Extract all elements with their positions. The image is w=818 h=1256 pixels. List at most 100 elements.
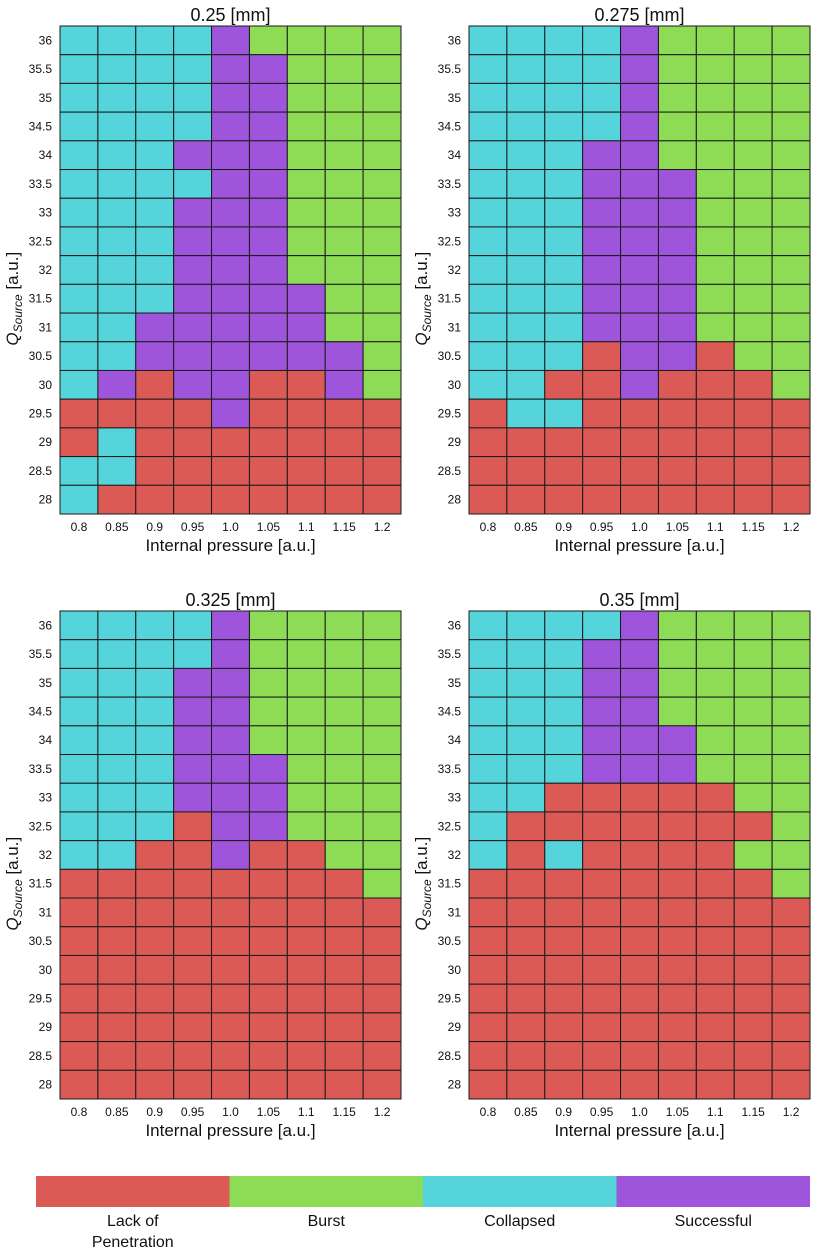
y-axis-label-subscript: Source bbox=[11, 879, 25, 917]
heatmap-cell bbox=[211, 811, 250, 842]
heatmap-cell bbox=[286, 54, 326, 84]
heatmap-cell bbox=[695, 610, 735, 641]
y-tick-label: 32 bbox=[448, 848, 462, 862]
heatmap-cell bbox=[506, 283, 546, 314]
heatmap-cell bbox=[324, 725, 364, 756]
heatmap-cell bbox=[286, 639, 326, 669]
heatmap-cell bbox=[59, 25, 99, 56]
heatmap-cell bbox=[506, 341, 546, 371]
heatmap-cell bbox=[59, 484, 99, 515]
heatmap-cell bbox=[582, 169, 622, 199]
heatmap-cell bbox=[324, 610, 364, 641]
heatmap-cell bbox=[97, 111, 137, 142]
y-tick-label: 32.5 bbox=[438, 819, 462, 833]
heatmap-cell bbox=[248, 840, 288, 870]
heatmap-cell bbox=[733, 639, 773, 669]
legend-swatch-burst bbox=[229, 1176, 423, 1207]
heatmap-cell bbox=[657, 398, 697, 429]
heatmap-cell bbox=[657, 840, 697, 870]
heatmap-cell bbox=[135, 226, 175, 257]
heatmap-cell bbox=[59, 283, 99, 314]
heatmap-cell bbox=[771, 369, 811, 400]
y-tick-label: 34 bbox=[39, 148, 53, 162]
y-tick-label: 30.5 bbox=[438, 934, 462, 948]
heatmap-cell bbox=[59, 369, 99, 400]
heatmap-cell bbox=[173, 341, 213, 371]
heatmap-cell bbox=[286, 696, 326, 727]
x-tick-label: 0.85 bbox=[105, 1105, 129, 1119]
y-tick-label: 33.5 bbox=[438, 762, 462, 776]
heatmap-cell bbox=[97, 82, 137, 113]
y-tick-label: 30 bbox=[39, 963, 53, 977]
heatmap-cell bbox=[733, 696, 773, 727]
heatmap-cell bbox=[324, 484, 364, 515]
heatmap-cell bbox=[97, 226, 137, 257]
y-axis-label-unit: [a.u.] bbox=[3, 252, 22, 295]
heatmap-cell bbox=[544, 341, 584, 371]
y-axis-label-main: Q bbox=[412, 332, 431, 345]
heatmap-cell bbox=[620, 197, 659, 228]
heatmap-cell bbox=[582, 312, 622, 343]
y-tick-label: 29 bbox=[448, 435, 462, 449]
heatmap-cell bbox=[582, 427, 622, 458]
heatmap-cell bbox=[324, 255, 364, 285]
heatmap-cell bbox=[582, 639, 622, 669]
heatmap-cell bbox=[97, 255, 137, 285]
heatmap-cell bbox=[771, 283, 811, 314]
heatmap-cell bbox=[248, 782, 288, 813]
heatmap-cell bbox=[620, 754, 659, 784]
heatmap-cell bbox=[733, 255, 773, 285]
heatmap-cell bbox=[468, 1069, 508, 1100]
x-axis-label: Internal pressure [a.u.] bbox=[145, 1121, 315, 1140]
heatmap-cell bbox=[362, 610, 402, 641]
heatmap-cell bbox=[506, 840, 546, 870]
heatmap-cell bbox=[506, 427, 546, 458]
y-tick-label: 29.5 bbox=[29, 992, 53, 1006]
y-tick-label: 31.5 bbox=[29, 292, 53, 306]
heatmap-cell bbox=[97, 696, 137, 727]
heatmap-cell bbox=[582, 283, 622, 314]
heatmap-cell bbox=[695, 427, 735, 458]
heatmap-cell bbox=[544, 840, 584, 870]
heatmap-cell bbox=[506, 1012, 546, 1043]
heatmap-cell bbox=[135, 169, 175, 199]
heatmap-cell bbox=[506, 484, 546, 515]
heatmap-cell bbox=[657, 1041, 697, 1071]
heatmap-cell bbox=[695, 725, 735, 756]
y-tick-label: 34.5 bbox=[438, 119, 462, 133]
heatmap-cell bbox=[362, 983, 402, 1014]
heatmap-cell bbox=[362, 398, 402, 429]
heatmap-cell bbox=[657, 369, 697, 400]
heatmap-cell bbox=[695, 456, 735, 486]
heatmap-cell bbox=[135, 696, 175, 727]
y-tick-label: 32 bbox=[39, 848, 53, 862]
heatmap-cell bbox=[173, 639, 213, 669]
heatmap-cell bbox=[506, 398, 546, 429]
heatmap-cell bbox=[733, 169, 773, 199]
heatmap-cell bbox=[544, 111, 584, 142]
heatmap-cell bbox=[173, 398, 213, 429]
heatmap-cell bbox=[620, 82, 659, 113]
heatmap-cell bbox=[506, 926, 546, 956]
x-tick-label: 0.95 bbox=[181, 520, 205, 534]
x-tick-label: 1.05 bbox=[666, 520, 690, 534]
heatmap-cell bbox=[733, 197, 773, 228]
heatmap-cell bbox=[211, 754, 250, 784]
heatmap-cell bbox=[211, 897, 250, 928]
heatmap-cell bbox=[620, 840, 659, 870]
heatmap-cell bbox=[468, 82, 508, 113]
heatmap-cell bbox=[248, 897, 288, 928]
heatmap-cell bbox=[733, 840, 773, 870]
heatmap-cell bbox=[695, 840, 735, 870]
heatmap-panel-3: 0.325 [mm] 36 35.5 35 34.5 34 33.5 33 32.5 32 31.5… bbox=[3, 590, 402, 1140]
heatmap-cell bbox=[468, 897, 508, 928]
heatmap-cell bbox=[286, 427, 326, 458]
heatmap-cell bbox=[248, 868, 288, 899]
y-tick-label: 33 bbox=[448, 206, 462, 220]
heatmap-cell bbox=[620, 1069, 659, 1100]
heatmap-cell bbox=[211, 82, 250, 113]
y-axis-label-subscript: Source bbox=[420, 294, 434, 332]
heatmap-cell bbox=[733, 226, 773, 257]
heatmap-cell bbox=[362, 1069, 402, 1100]
y-tick-label: 28.5 bbox=[29, 1049, 53, 1063]
